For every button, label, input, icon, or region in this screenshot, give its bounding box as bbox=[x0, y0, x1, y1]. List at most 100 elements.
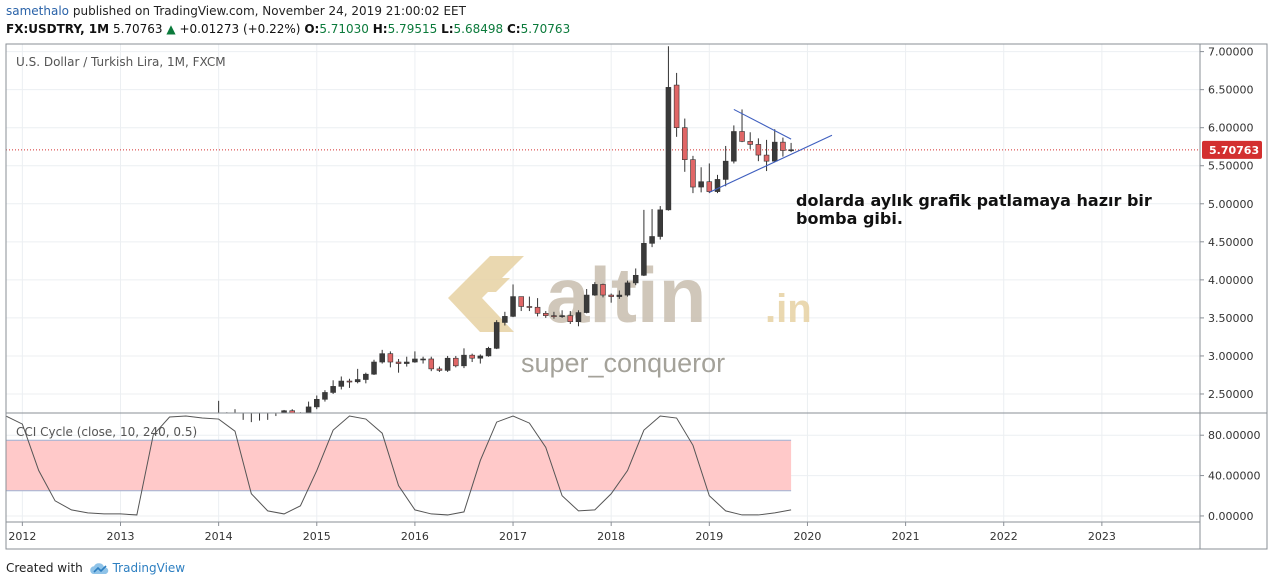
time-scale[interactable]: 2012 2013 2014 2015 2016 2017 2018 2019 2020 2021… bbox=[8, 522, 1116, 543]
candle bbox=[461, 348, 467, 369]
candle-body bbox=[444, 357, 451, 371]
candle bbox=[649, 209, 655, 248]
time-tick-label: 2016 bbox=[401, 530, 429, 543]
candle-body bbox=[502, 316, 508, 323]
candle bbox=[641, 209, 647, 277]
candle-body bbox=[346, 380, 353, 383]
watermark: altin .in super_conqueror bbox=[448, 251, 812, 378]
candle bbox=[371, 359, 377, 375]
candle-body bbox=[788, 149, 794, 152]
watermark-tld: .in bbox=[765, 287, 812, 331]
candle bbox=[690, 155, 696, 194]
main-chart-title: U.S. Dollar / Turkish Lira, 1M, FXCM bbox=[16, 55, 226, 69]
candle-body bbox=[755, 144, 762, 156]
candle-body bbox=[395, 361, 402, 364]
annotation-box[interactable]: dolarda aylık grafik patlamaya hazır bir… bbox=[796, 192, 1186, 236]
tradingview-brand-link[interactable]: TradingView bbox=[112, 561, 186, 575]
candle-body bbox=[551, 315, 557, 317]
ohlc-line: FX:USDTRY, 1M 5.70763 ▲ +0.01273 (+0.22%… bbox=[6, 22, 570, 36]
candle-body bbox=[657, 209, 664, 237]
candle bbox=[420, 356, 426, 364]
time-tick-label: 2019 bbox=[695, 530, 723, 543]
close-label: C: bbox=[506, 22, 521, 36]
candle bbox=[788, 142, 794, 153]
candle bbox=[551, 311, 557, 319]
candle bbox=[583, 288, 590, 314]
last-value: 5.70763 bbox=[112, 22, 163, 36]
candle-body bbox=[771, 141, 778, 162]
candle bbox=[354, 368, 361, 384]
candle bbox=[608, 293, 614, 303]
candle bbox=[469, 353, 475, 363]
candle-body bbox=[387, 353, 394, 363]
candle bbox=[289, 409, 295, 414]
candle bbox=[314, 395, 320, 410]
candle-body bbox=[600, 284, 606, 296]
candle-body bbox=[714, 179, 721, 192]
triangle-upper-line bbox=[733, 108, 792, 140]
footer: Created with TradingView bbox=[6, 561, 185, 575]
price-tick-label: 6.00000 bbox=[1208, 122, 1254, 135]
price-tick-label: 2.50000 bbox=[1208, 388, 1254, 401]
candle-body bbox=[526, 306, 533, 308]
candle bbox=[534, 298, 541, 317]
change-arrow-icon: ▲ bbox=[166, 22, 176, 36]
candle-body bbox=[354, 379, 361, 383]
candle bbox=[453, 355, 459, 368]
cci-band bbox=[6, 440, 792, 491]
candle bbox=[682, 118, 688, 172]
candle-body bbox=[722, 160, 729, 180]
price-scale[interactable]: 2.50000 3.00000 3.50000 4.00000 4.50000 5.000… bbox=[1200, 46, 1254, 401]
candle bbox=[673, 72, 680, 137]
candle bbox=[322, 390, 328, 402]
time-tick-label: 2021 bbox=[892, 530, 920, 543]
candle bbox=[755, 138, 762, 162]
open-value: 5.71030 bbox=[319, 22, 369, 36]
price-tick-label: 4.00000 bbox=[1208, 274, 1254, 287]
price-tick-label: 6.50000 bbox=[1208, 84, 1254, 97]
candle bbox=[436, 366, 443, 372]
author-link[interactable]: samethalo bbox=[6, 4, 70, 18]
watermark-user: super_conqueror bbox=[521, 348, 725, 378]
candle-body bbox=[305, 406, 312, 414]
cci-tick-label: 0.00000 bbox=[1208, 510, 1254, 523]
candle-body bbox=[338, 380, 345, 387]
low-label: L: bbox=[441, 22, 454, 36]
time-tick-label: 2013 bbox=[106, 530, 134, 543]
candles-layer bbox=[218, 46, 794, 423]
candle bbox=[412, 351, 418, 363]
candle bbox=[780, 137, 786, 157]
candle-body bbox=[608, 294, 614, 297]
annotation-text: dolarda aylık grafik patlamaya hazır bir… bbox=[796, 192, 1152, 228]
last-price-tag-text: 5.70763 bbox=[1209, 144, 1259, 157]
price-tick-label: 4.50000 bbox=[1208, 236, 1254, 249]
candle bbox=[698, 167, 704, 193]
cci-line bbox=[5, 415, 792, 516]
candle bbox=[542, 311, 549, 318]
close-value: 5.70763 bbox=[520, 22, 571, 36]
candle-body bbox=[518, 296, 524, 307]
candle-body bbox=[461, 354, 467, 367]
candle-body bbox=[739, 131, 745, 142]
candle bbox=[714, 174, 721, 194]
triangle-trendlines[interactable] bbox=[709, 108, 833, 193]
candle bbox=[518, 296, 524, 312]
published-line: samethalo published on TradingView.com, … bbox=[6, 4, 466, 18]
high-value: 5.79515 bbox=[387, 22, 438, 36]
candle-body bbox=[575, 312, 582, 323]
time-tick-label: 2015 bbox=[303, 530, 331, 543]
candle bbox=[387, 351, 394, 368]
candle bbox=[395, 358, 402, 373]
candle bbox=[428, 356, 435, 372]
candle bbox=[510, 284, 516, 318]
candle bbox=[363, 372, 369, 384]
candle-body bbox=[477, 355, 484, 359]
candle-body bbox=[485, 348, 492, 357]
cci-scale[interactable]: 0.00000 40.00000 80.00000 bbox=[1200, 429, 1261, 523]
candle bbox=[731, 125, 737, 164]
candle bbox=[739, 109, 745, 143]
candle-body bbox=[780, 141, 786, 151]
candle bbox=[403, 356, 410, 367]
candle-body bbox=[493, 322, 500, 349]
